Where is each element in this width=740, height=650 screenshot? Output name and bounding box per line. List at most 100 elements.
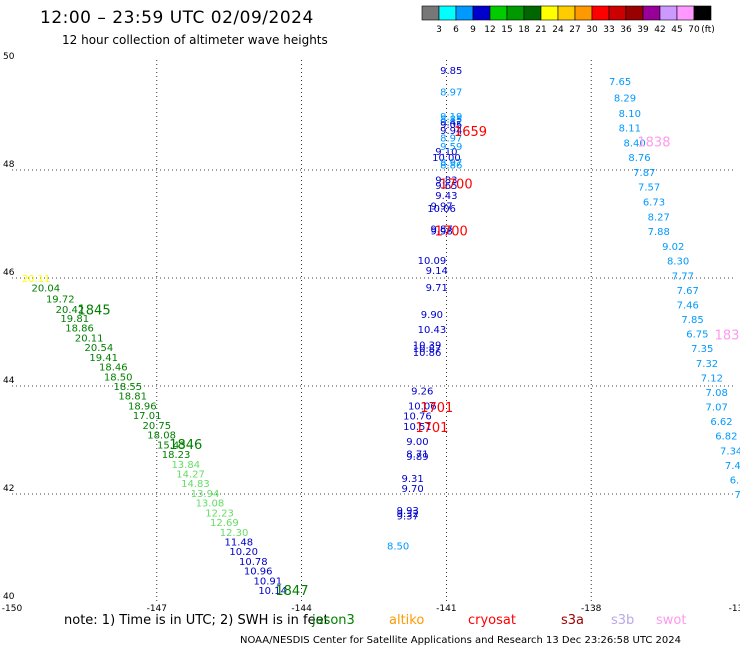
wave-height-value: 7.46 (677, 300, 699, 311)
y-tick-label: 48 (3, 160, 15, 170)
x-tick-label: -138 (581, 604, 602, 614)
wave-height-value: 9.59 (440, 142, 462, 153)
colorbar-label: 39 (637, 25, 649, 35)
track-time-label: 1659 (454, 125, 487, 140)
wave-height-value: 8.76 (628, 153, 650, 164)
chart-subtitle: 12 hour collection of altimeter wave hei… (62, 33, 328, 47)
wave-height-value: 7.08 (706, 388, 728, 399)
wave-height-value: 8.97 (440, 88, 462, 99)
wave-height-value: 9.14 (426, 266, 448, 277)
wave-height-value: 9.94 (440, 126, 462, 137)
wave-height-value: 18.50 (104, 372, 133, 383)
wave-height-value: 10.91 (253, 576, 282, 587)
wave-height-value: 7.32 (696, 359, 718, 370)
wave-height-value: 20.04 (31, 284, 60, 295)
wave-height-value: 9.83 (435, 176, 457, 187)
wave-height-value: 6.98 (730, 475, 740, 486)
colorbar-label: 6 (453, 25, 459, 35)
wave-height-value: 18.23 (162, 450, 191, 461)
wave-height-value: 7.44 (725, 461, 740, 472)
wave-height-value: 10.09 (418, 256, 447, 267)
wave-height-value: 7.07 (706, 403, 728, 414)
wave-height-value: 10.06 (408, 401, 437, 412)
wave-height-value: 7.65 (609, 77, 631, 88)
wave-height-value: 8.86 (440, 161, 462, 172)
wave-height-value: 6.75 (686, 330, 708, 341)
wave-height-value: 9.65 (435, 181, 457, 192)
x-tick-label: -141 (436, 604, 456, 614)
mission-label-s3a: s3a (561, 613, 585, 628)
track-time-label: 1700 (440, 178, 473, 193)
track-time-label: 1847 (275, 584, 308, 599)
wave-height-value: 14.27 (176, 469, 205, 480)
colorbar-swatch (693, 5, 712, 21)
wave-height-value: 20.42 (56, 305, 85, 316)
wave-height-value: 13.84 (171, 460, 200, 471)
wave-height-value: 12.23 (205, 508, 234, 519)
wave-height-value: 9.19 (440, 112, 462, 123)
colorbar-label: 42 (654, 25, 665, 35)
footer-note: note: 1) Time is in UTC; 2) SWH is in fe… (64, 613, 329, 628)
track-time-label: 1846 (169, 438, 202, 453)
wave-height-value: 9.90 (421, 310, 443, 321)
wave-height-value: 20.54 (85, 343, 114, 354)
wave-height-value: 8.10 (619, 109, 641, 120)
wave-height-value: 9.85 (440, 66, 462, 77)
wave-height-value: 9.87 (430, 224, 452, 235)
wave-height-value: 9.10 (435, 147, 457, 158)
track-time-label: 1839 (715, 329, 740, 344)
track-time-label: 1845 (78, 303, 111, 318)
wave-height-value: 10.00 (432, 153, 461, 164)
wave-height-colorbar: 3 6 9 12 15 18 21 24 27 30 33 36 39 42 45 70 (ft) (421, 5, 715, 35)
wave-height-value: 8.30 (667, 257, 689, 268)
colorbar-label: 9 (470, 25, 476, 35)
colorbar-label: 33 (603, 25, 614, 35)
wave-height-value: 15.43 (157, 440, 186, 451)
y-tick-label: 42 (3, 484, 14, 494)
wave-height-value: 8.85 (440, 115, 462, 126)
colorbar-label: 21 (535, 25, 546, 35)
wave-height-value: 20.75 (142, 421, 171, 432)
colorbar-label: 45 (671, 25, 682, 35)
wave-height-value: 10.76 (403, 412, 432, 423)
wave-height-value: 8.50 (387, 541, 409, 552)
wave-height-value: 7.44 (735, 490, 740, 501)
wave-height-value: 18.55 (114, 382, 143, 393)
colorbar-label: 27 (569, 25, 580, 35)
chart-title: 12:00 – 23:59 UTC 02/09/2024 (40, 8, 314, 28)
y-tick-label: 46 (3, 268, 15, 278)
wave-height-value: 20.11 (75, 333, 104, 344)
wave-height-value: 18.46 (99, 363, 128, 374)
wave-height-value: 10.43 (418, 325, 447, 336)
wave-height-value: 7.77 (672, 271, 694, 282)
wave-height-value: 13.08 (196, 499, 225, 510)
mission-label-altiko: altiko (389, 613, 425, 628)
wave-height-value: 9.00 (406, 437, 428, 448)
wave-height-value: 19.81 (60, 314, 89, 325)
colorbar-label: 24 (552, 25, 564, 35)
wave-height-value: 9.70 (401, 484, 423, 495)
track-time-label: 1700 (435, 224, 468, 239)
wave-height-value: 9.32 (397, 509, 419, 520)
wave-height-value: 20.11 (22, 274, 51, 285)
y-tick-label: 50 (3, 52, 15, 62)
x-tick-label: -144 (291, 604, 312, 614)
wave-height-value: 18.08 (147, 431, 176, 442)
wave-height-value: 9.97 (430, 202, 452, 213)
colorbar-label: 12 (484, 25, 495, 35)
wave-height-value: 14.83 (181, 479, 210, 490)
wave-height-value: 6.82 (715, 432, 737, 443)
y-tick-label: 44 (3, 376, 15, 386)
footer-credit: NOAA/NESDIS Center for Satellite Applica… (240, 635, 682, 646)
wave-height-value: 8.97 (440, 158, 462, 169)
wave-height-value: 7.85 (681, 315, 703, 326)
mission-label-jason3: jason3 (312, 613, 355, 628)
wave-height-value: 10.78 (239, 557, 268, 568)
track-time-label: 1701 (420, 401, 453, 416)
track-time-label: 1701 (415, 421, 448, 436)
mission-label-cryosat: cryosat (468, 613, 516, 628)
wave-height-value: 7.88 (648, 227, 670, 238)
wave-height-value: 10.51 (403, 422, 432, 433)
wave-height-value: 9.93 (397, 506, 419, 517)
wave-height-value: 9.05 (440, 120, 462, 131)
